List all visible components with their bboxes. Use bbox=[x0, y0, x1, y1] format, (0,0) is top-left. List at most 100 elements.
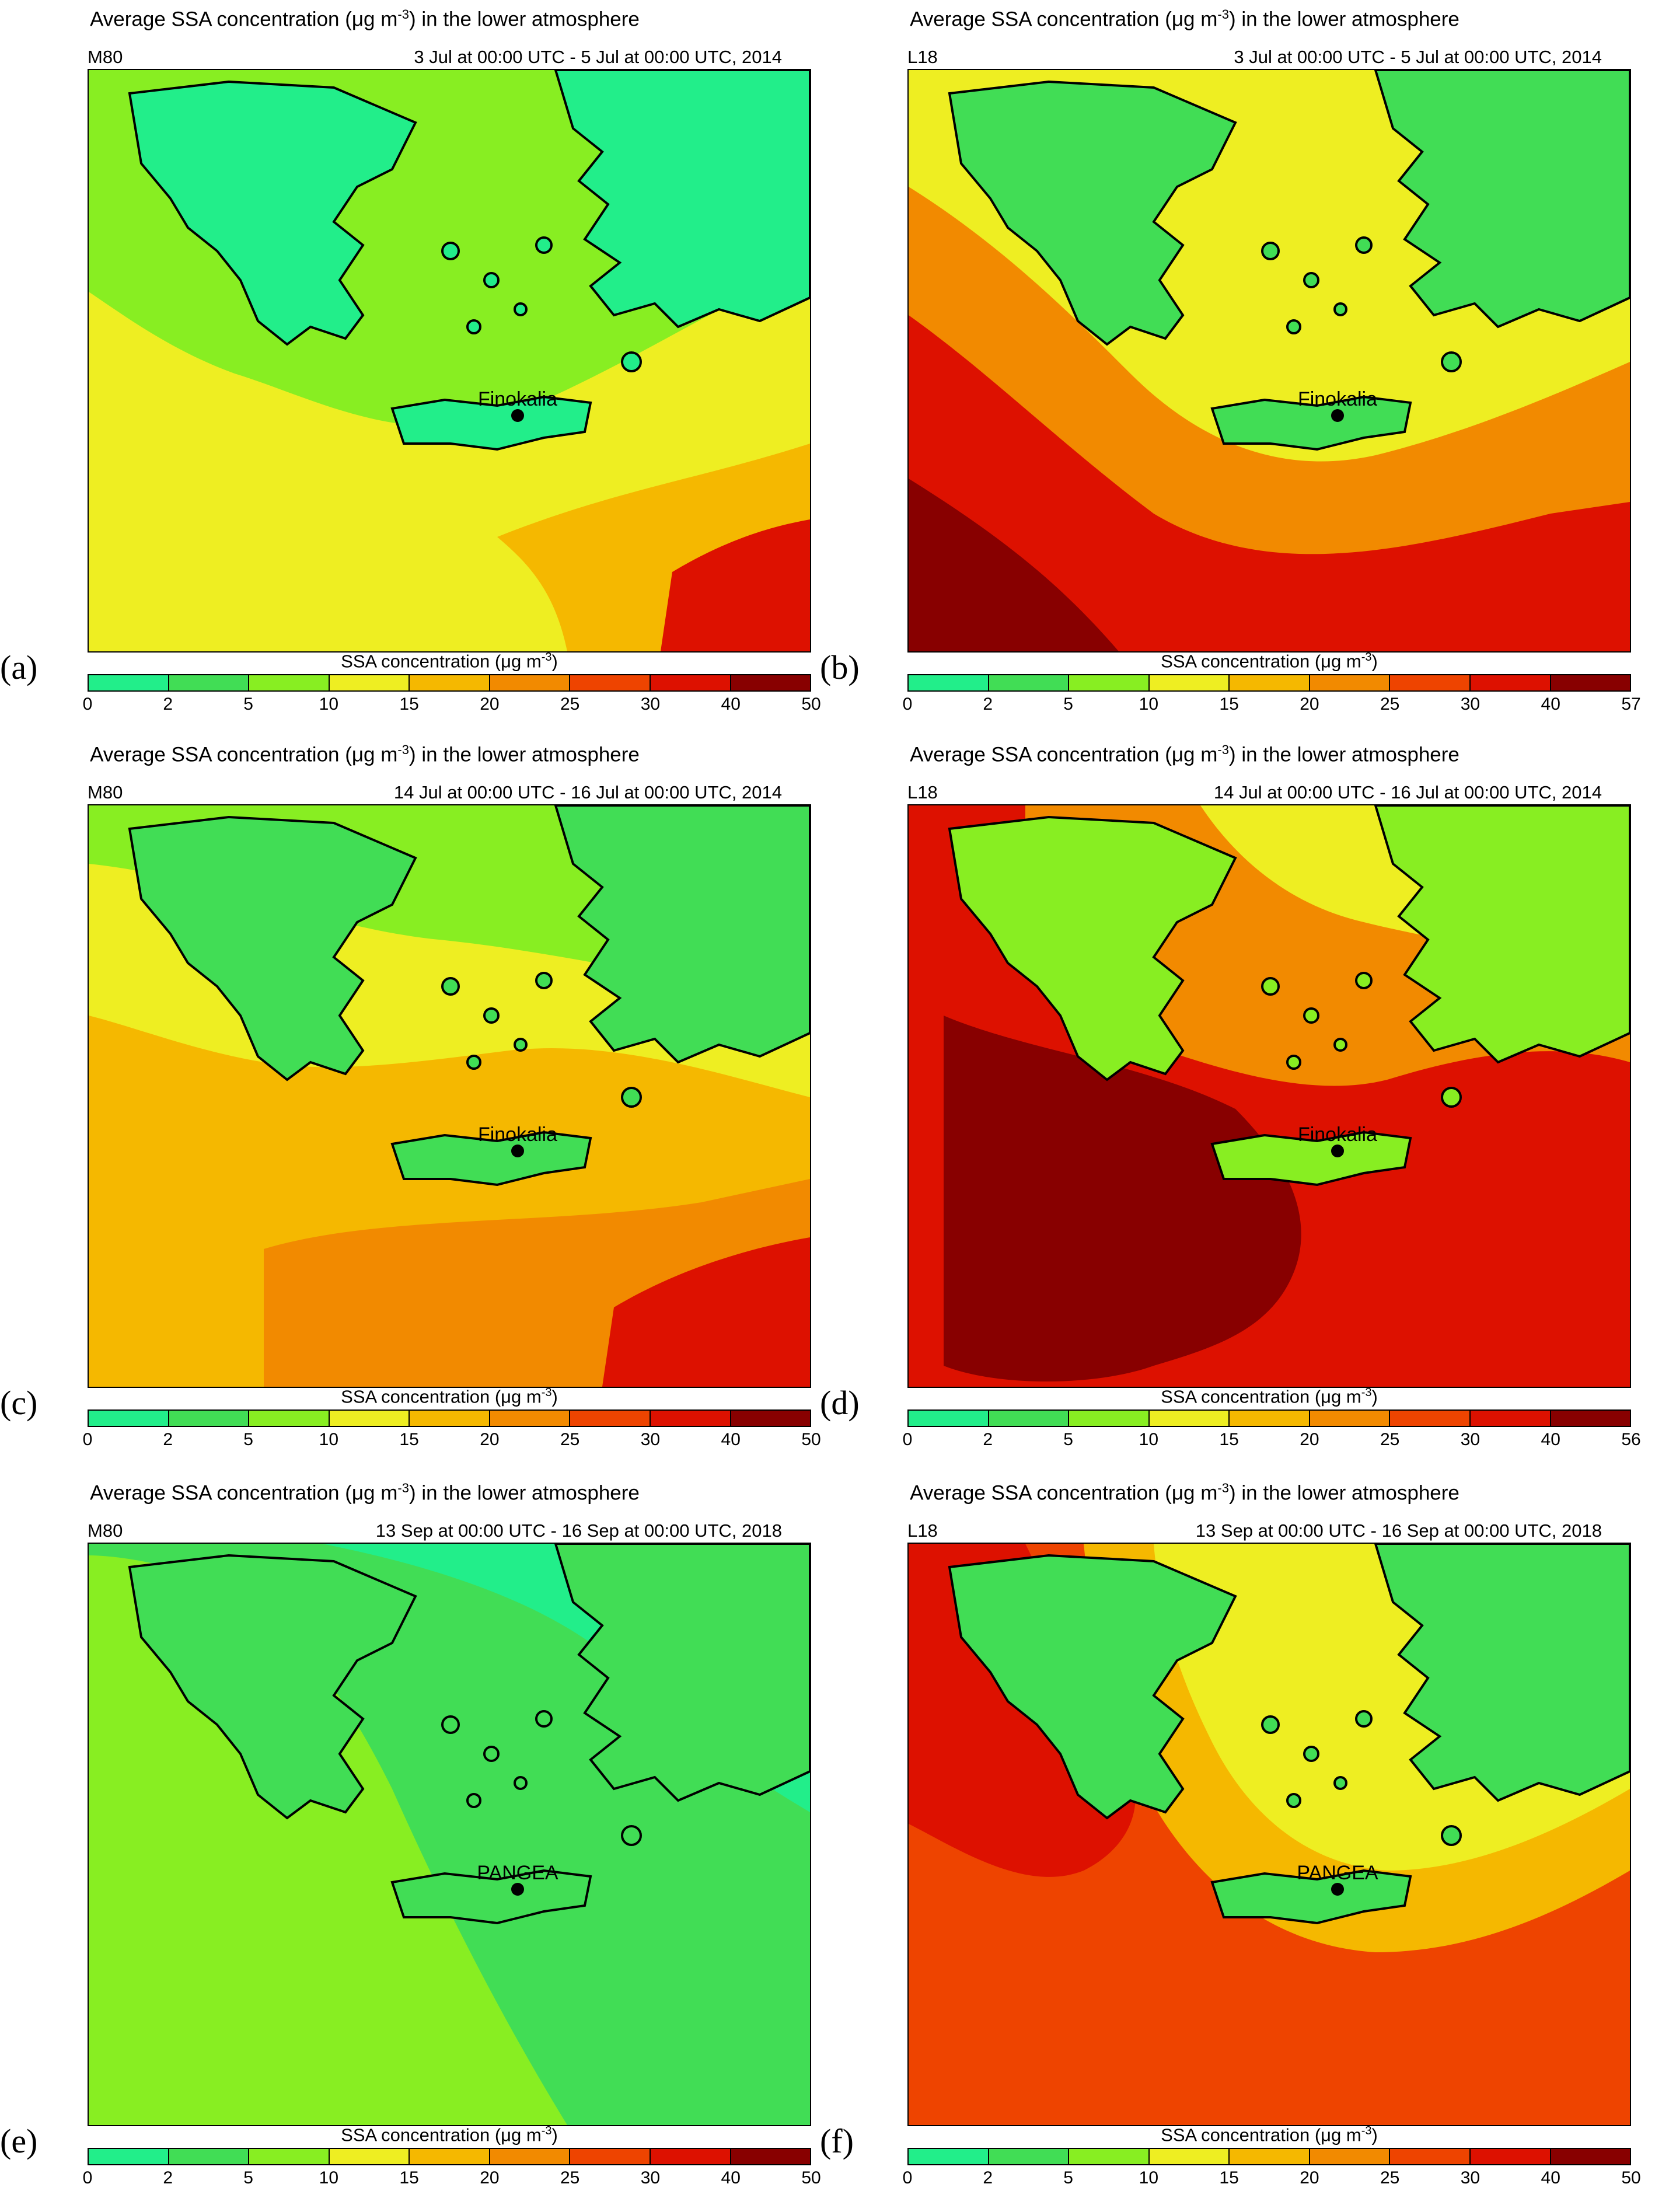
island bbox=[1333, 1038, 1347, 1052]
colorbar-bin bbox=[1390, 1411, 1471, 1426]
colorbar-bin bbox=[490, 2149, 571, 2164]
colorbar-bin bbox=[1470, 675, 1551, 690]
colorbar-bin bbox=[89, 675, 169, 690]
colorbar-tick-label: 0 bbox=[82, 1430, 93, 1449]
field-band bbox=[909, 315, 1630, 651]
colorbar-bin bbox=[1230, 2149, 1310, 2164]
island bbox=[1286, 1055, 1301, 1070]
colorbar-tick-label: 25 bbox=[1380, 1430, 1400, 1449]
colorbar-bin bbox=[1310, 675, 1391, 690]
colorbar-bin bbox=[329, 675, 410, 690]
station-label: Finokalia bbox=[1298, 1124, 1377, 1146]
model-label: M80 bbox=[88, 1520, 123, 1541]
panel-title: Average SSA concentration (μg m-3) in th… bbox=[90, 1481, 640, 1505]
station-label: PANGEA bbox=[1297, 1862, 1378, 1884]
panel-e: Average SSA concentration (μg m-3) in th… bbox=[0, 1474, 821, 2192]
colorbar-tick-label: 10 bbox=[319, 2168, 339, 2187]
panel-b: Average SSA concentration (μg m-3) in th… bbox=[820, 0, 1641, 718]
panel-c: Average SSA concentration (μg m-3) in th… bbox=[0, 735, 821, 1453]
colorbar bbox=[907, 674, 1631, 692]
greece-mainland bbox=[948, 1554, 1237, 1820]
island bbox=[483, 1746, 500, 1762]
colorbar-tick-label: 30 bbox=[1460, 2168, 1481, 2187]
period-label: 14 Jul at 00:00 UTC - 16 Jul at 00:00 UT… bbox=[1213, 782, 1602, 803]
panel-d: Average SSA concentration (μg m-3) in th… bbox=[820, 735, 1641, 1453]
colorbar-bin bbox=[1149, 2149, 1230, 2164]
greece-mainland bbox=[128, 1554, 417, 1820]
colorbar-tick-label: 2 bbox=[163, 2168, 173, 2187]
colorbar-tick-label: 56 bbox=[1621, 1430, 1641, 1449]
crete bbox=[390, 1869, 592, 1925]
panel-letter: (e) bbox=[0, 2122, 38, 2160]
map-svg: PANGEA bbox=[89, 1544, 810, 2125]
colorbar-bin bbox=[329, 2149, 410, 2164]
colorbar-title: SSA concentration (μg m-3) bbox=[341, 1386, 558, 1407]
colorbar-tick-label: 25 bbox=[560, 2168, 580, 2187]
colorbar-title: SSA concentration (μg m-3) bbox=[1161, 2124, 1378, 2145]
map-svg: Finokalia bbox=[89, 805, 810, 1387]
island bbox=[1261, 1715, 1280, 1734]
colorbar-tick-label: 5 bbox=[243, 1430, 253, 1449]
colorbar-tick-label: 5 bbox=[243, 2168, 253, 2187]
colorbar-bin bbox=[1551, 675, 1630, 690]
model-label: M80 bbox=[88, 47, 123, 67]
colorbar-tick-label: 25 bbox=[560, 695, 580, 714]
colorbar bbox=[88, 1409, 811, 1427]
island bbox=[1261, 977, 1280, 996]
colorbar-bin bbox=[1149, 1411, 1230, 1426]
colorbar-title: SSA concentration (μg m-3) bbox=[341, 651, 558, 672]
period-label: 3 Jul at 00:00 UTC - 5 Jul at 00:00 UTC,… bbox=[1234, 47, 1602, 67]
colorbar-tick-label: 40 bbox=[721, 1430, 741, 1449]
colorbar-bin bbox=[410, 1411, 490, 1426]
colorbar-tick-label: 0 bbox=[902, 2168, 913, 2187]
colorbar-tick-label: 5 bbox=[1063, 2168, 1073, 2187]
map-svg: Finokalia bbox=[909, 70, 1630, 651]
panel-title: Average SSA concentration (μg m-3) in th… bbox=[90, 742, 640, 766]
colorbar-tick-label: 0 bbox=[902, 695, 913, 714]
colorbar-bin bbox=[169, 1411, 250, 1426]
colorbar-tick-label: 40 bbox=[721, 695, 741, 714]
model-label: M80 bbox=[88, 782, 123, 803]
colorbar-tick-label: 30 bbox=[640, 695, 661, 714]
colorbar-tick-label: 2 bbox=[163, 695, 173, 714]
colorbar-bin bbox=[1230, 1411, 1310, 1426]
colorbar-bin bbox=[1470, 2149, 1551, 2164]
crete bbox=[1210, 1131, 1412, 1187]
colorbar-tick-label: 30 bbox=[640, 2168, 661, 2187]
map-svg: Finokalia bbox=[909, 805, 1630, 1387]
field-band bbox=[661, 519, 810, 651]
colorbar-tick-label: 2 bbox=[983, 1430, 993, 1449]
colorbar-tick-label: 2 bbox=[163, 1430, 173, 1449]
island bbox=[441, 977, 460, 996]
colorbar-bin bbox=[1230, 675, 1310, 690]
colorbar-ticks: 0 2 5 10 15 20 25 30 40 57 bbox=[903, 695, 1641, 716]
colorbar-tick-label: 20 bbox=[480, 1430, 500, 1449]
colorbar-bin bbox=[989, 675, 1070, 690]
colorbar-bin bbox=[909, 2149, 989, 2164]
island bbox=[1303, 1746, 1319, 1762]
island bbox=[1286, 319, 1301, 334]
concentration-map: Finokalia bbox=[88, 804, 811, 1388]
turkey-coast bbox=[1374, 805, 1630, 1064]
colorbar-tick-label: 30 bbox=[1460, 695, 1481, 714]
crete bbox=[1210, 1869, 1412, 1925]
model-label: L18 bbox=[907, 47, 938, 67]
colorbar-bin bbox=[1551, 1411, 1630, 1426]
colorbar-bin bbox=[490, 1411, 571, 1426]
island bbox=[1303, 272, 1319, 288]
colorbar-tick-label: 15 bbox=[1219, 695, 1239, 714]
colorbar-tick-label: 25 bbox=[560, 1430, 580, 1449]
map-svg: Finokalia bbox=[89, 70, 810, 651]
greece-mainland bbox=[128, 80, 417, 346]
colorbar-bin bbox=[169, 675, 250, 690]
panel-letter: (d) bbox=[820, 1384, 860, 1422]
colorbar-tick-label: 20 bbox=[480, 2168, 500, 2187]
island bbox=[441, 1715, 460, 1734]
colorbar bbox=[88, 674, 811, 692]
island bbox=[535, 972, 553, 989]
colorbar-bin bbox=[249, 2149, 330, 2164]
panel-title: Average SSA concentration (μg m-3) in th… bbox=[910, 742, 1460, 766]
turkey-coast bbox=[1374, 70, 1630, 329]
colorbar-bin bbox=[570, 1411, 651, 1426]
colorbar-bin bbox=[650, 675, 731, 690]
